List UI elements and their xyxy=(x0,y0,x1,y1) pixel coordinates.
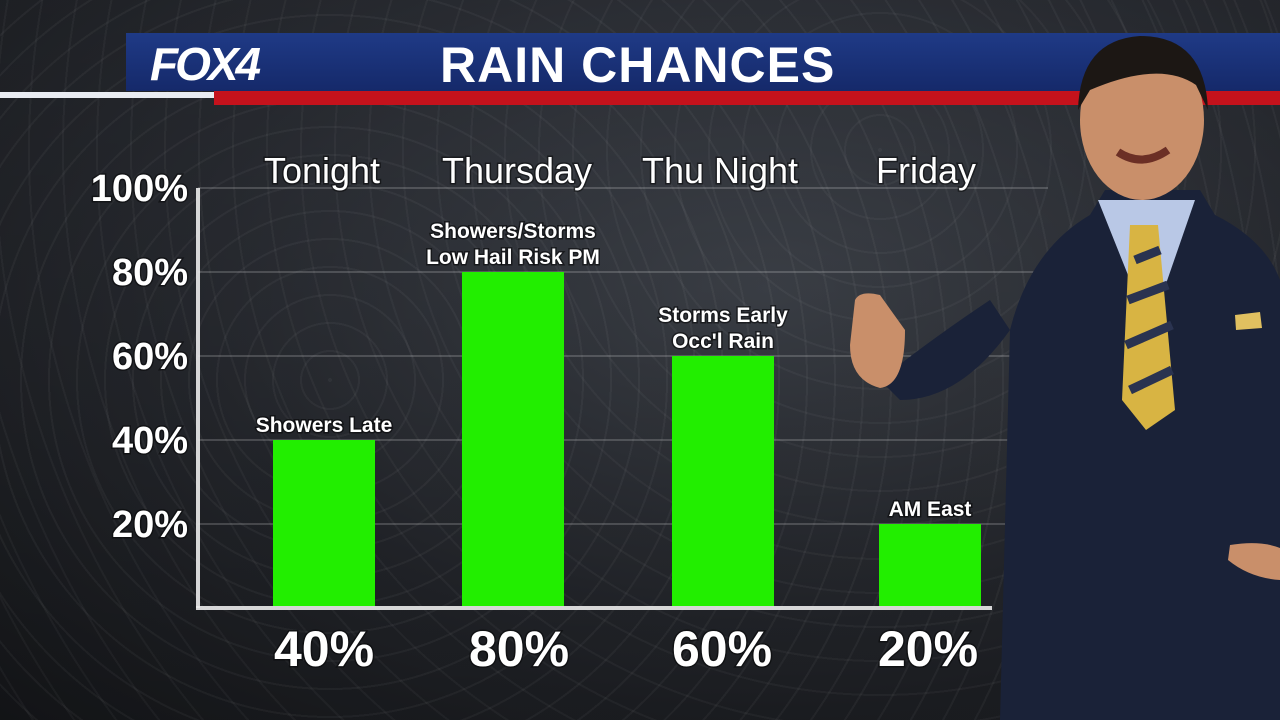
header-red-stripe xyxy=(214,91,1280,105)
y-tick-label: 20% xyxy=(112,504,188,546)
value-label: 80% xyxy=(469,621,569,677)
category-label: Thursday xyxy=(442,150,592,191)
bar-tonight xyxy=(273,440,375,606)
y-tick-label: 80% xyxy=(112,252,188,294)
value-label: 40% xyxy=(274,621,374,677)
category-label: Thu Night xyxy=(642,150,798,191)
value-label: 60% xyxy=(672,621,772,677)
header-white-stripe xyxy=(0,92,214,98)
bar-thu-night xyxy=(672,356,774,606)
bar-thursday xyxy=(462,272,564,606)
bar-annotation: Low Hail Risk PM xyxy=(426,246,600,269)
bar-annotation: Storms Early xyxy=(658,304,788,327)
bar-annotation: AM East xyxy=(889,498,972,521)
bar-annotation: Showers/Storms xyxy=(430,220,596,243)
bar-annotation: Occ'l Rain xyxy=(672,330,774,353)
page-title: RAIN CHANCES xyxy=(440,37,836,93)
y-tick-label: 40% xyxy=(112,420,188,462)
y-tick-label: 100% xyxy=(91,168,188,210)
category-label: Tonight xyxy=(264,150,380,191)
bar-annotation: Showers Late xyxy=(256,414,393,437)
category-label: Friday xyxy=(876,150,976,191)
bar-friday xyxy=(879,524,981,606)
value-label: 20% xyxy=(878,621,978,677)
y-tick-label: 60% xyxy=(112,336,188,378)
station-logo: FOX4 xyxy=(150,38,261,90)
